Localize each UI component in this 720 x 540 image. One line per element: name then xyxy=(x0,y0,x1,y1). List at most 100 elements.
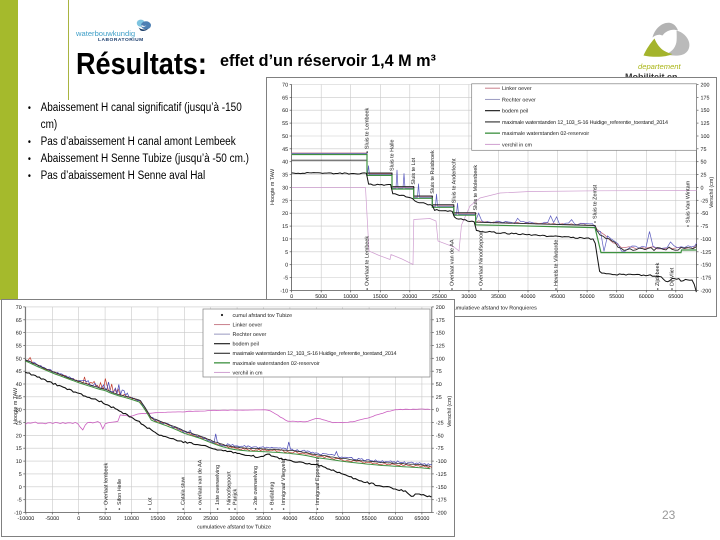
svg-text:50: 50 xyxy=(16,356,22,362)
svg-text:Imnigraaf Eppegem: Imnigraaf Eppegem xyxy=(315,457,321,505)
svg-text:Sluis te Lot: Sluis te Lot xyxy=(411,157,417,184)
svg-text:60: 60 xyxy=(282,108,288,114)
svg-text:0: 0 xyxy=(436,408,439,414)
svg-text:verchil in cm: verchil in cm xyxy=(233,370,263,376)
svg-text:verchil in cm: verchil in cm xyxy=(502,142,532,148)
svg-text:Rechter oever: Rechter oever xyxy=(233,332,267,338)
svg-text:-175: -175 xyxy=(436,498,447,504)
svg-text:65: 65 xyxy=(16,318,22,324)
svg-text:150: 150 xyxy=(436,331,445,337)
svg-text:Sluis Van Wintam: Sluis Van Wintam xyxy=(686,180,692,223)
svg-text:Overlaat lembeek: Overlaat lembeek xyxy=(104,462,110,505)
svg-text:0: 0 xyxy=(290,294,293,300)
svg-text:-50: -50 xyxy=(701,211,709,217)
svg-text:25: 25 xyxy=(436,395,442,401)
svg-text:125: 125 xyxy=(701,121,710,127)
svg-text:-25: -25 xyxy=(436,421,444,427)
svg-text:-5: -5 xyxy=(283,276,288,282)
svg-text:Dij Vliet: Dij Vliet xyxy=(670,267,676,286)
svg-text:-175: -175 xyxy=(701,276,712,282)
svg-text:maximale waterstanden 02-reser: maximale waterstanden 02-reservoir xyxy=(502,131,589,137)
svg-text:50: 50 xyxy=(701,160,707,166)
svg-text:15: 15 xyxy=(282,224,288,230)
svg-text:50: 50 xyxy=(436,382,442,388)
svg-text:1ste overwelving: 1ste overwelving xyxy=(215,465,221,505)
svg-text:Sluis te Zemst: Sluis te Zemst xyxy=(593,184,599,219)
svg-text:-150: -150 xyxy=(436,485,447,491)
svg-text:15000: 15000 xyxy=(373,294,388,300)
svg-text:35000: 35000 xyxy=(491,294,506,300)
svg-text:25000: 25000 xyxy=(432,294,447,300)
svg-text:70: 70 xyxy=(282,83,288,89)
svg-text:20: 20 xyxy=(282,211,288,217)
svg-text:5000: 5000 xyxy=(315,294,327,300)
svg-text:-200: -200 xyxy=(436,511,447,517)
svg-text:bodem peil: bodem peil xyxy=(502,109,528,115)
svg-text:0: 0 xyxy=(285,263,288,269)
svg-text:-5: -5 xyxy=(17,498,22,504)
svg-text:40: 40 xyxy=(16,382,22,388)
svg-text:Sluis te Halle: Sluis te Halle xyxy=(390,140,396,171)
svg-text:10: 10 xyxy=(16,459,22,465)
svg-text:5000: 5000 xyxy=(99,516,111,522)
svg-text:5: 5 xyxy=(19,472,22,478)
svg-text:Linker oever: Linker oever xyxy=(233,322,263,328)
svg-text:60000: 60000 xyxy=(639,294,654,300)
svg-text:25: 25 xyxy=(282,198,288,204)
svg-text:45000: 45000 xyxy=(309,516,324,522)
svg-text:150: 150 xyxy=(701,108,710,114)
svg-text:-100: -100 xyxy=(436,459,447,465)
svg-text:100: 100 xyxy=(436,356,445,362)
svg-text:-10: -10 xyxy=(280,288,288,294)
svg-text:40000: 40000 xyxy=(282,516,297,522)
svg-text:10000: 10000 xyxy=(343,294,358,300)
svg-text:Sifon Helle: Sifon Helle xyxy=(117,479,123,505)
svg-text:25: 25 xyxy=(701,173,707,179)
svg-text:-10: -10 xyxy=(14,511,22,517)
svg-text:Overlaat van de AA: Overlaat van de AA xyxy=(450,239,456,286)
svg-text:-150: -150 xyxy=(701,263,712,269)
svg-text:15: 15 xyxy=(16,446,22,452)
svg-text:55000: 55000 xyxy=(362,516,377,522)
svg-text:100: 100 xyxy=(701,134,710,140)
svg-text:75: 75 xyxy=(701,147,707,153)
svg-text:-10000: -10000 xyxy=(18,516,35,522)
svg-text:45: 45 xyxy=(16,369,22,375)
svg-text:60: 60 xyxy=(16,331,22,337)
svg-text:cumulatieve afstand tov Ronqui: cumulatieve afstand tov Ronquieres xyxy=(451,306,537,312)
svg-text:-125: -125 xyxy=(436,472,447,478)
svg-text:Sluis te Molenbeek: Sluis te Molenbeek xyxy=(473,165,479,211)
svg-text:maximale waterstanden 12_103_S: maximale waterstanden 12_103_S-16 Huidig… xyxy=(502,120,668,126)
svg-text:-5000: -5000 xyxy=(45,516,59,522)
svg-text:maximale waterstanden 02-reser: maximale waterstanden 02-reservoir xyxy=(233,361,320,367)
svg-text:75: 75 xyxy=(436,369,442,375)
svg-text:0: 0 xyxy=(77,516,80,522)
svg-text:35: 35 xyxy=(282,173,288,179)
svg-text:Ninoofsepoort: Ninoofsepoort xyxy=(227,471,233,505)
svg-text:bodem peil: bodem peil xyxy=(233,342,259,348)
svg-text:Parijck: Parijck xyxy=(233,489,239,505)
svg-text:Budabrug: Budabrug xyxy=(269,482,275,505)
svg-text:35: 35 xyxy=(16,395,22,401)
svg-text:5: 5 xyxy=(285,250,288,256)
svg-text:cumulatieve afstand tov Tubiz: cumulatieve afstand tov Tubize xyxy=(197,525,271,531)
svg-text:70: 70 xyxy=(16,305,22,311)
svg-text:25000: 25000 xyxy=(203,516,218,522)
svg-text:Hoogte m TAW: Hoogte m TAW xyxy=(270,168,276,205)
svg-text:40000: 40000 xyxy=(521,294,536,300)
svg-text:-125: -125 xyxy=(701,250,712,256)
svg-text:Hoogte m TAW: Hoogte m TAW xyxy=(13,387,19,424)
svg-text:Verschil (cm): Verschil (cm) xyxy=(447,396,453,427)
svg-text:175: 175 xyxy=(701,95,710,101)
svg-text:30: 30 xyxy=(282,186,288,192)
svg-text:-100: -100 xyxy=(701,237,712,243)
svg-text:10: 10 xyxy=(282,237,288,243)
svg-text:10000: 10000 xyxy=(124,516,139,522)
svg-text:30: 30 xyxy=(16,408,22,414)
svg-text:Sluis te Lembeek: Sluis te Lembeek xyxy=(365,107,371,149)
svg-text:Sluis te Anderlecht: Sluis te Anderlecht xyxy=(451,158,457,203)
svg-text:50000: 50000 xyxy=(580,294,595,300)
svg-text:Zijdebeek: Zijdebeek xyxy=(655,262,661,286)
svg-text:20: 20 xyxy=(16,433,22,439)
svg-text:175: 175 xyxy=(436,318,445,324)
